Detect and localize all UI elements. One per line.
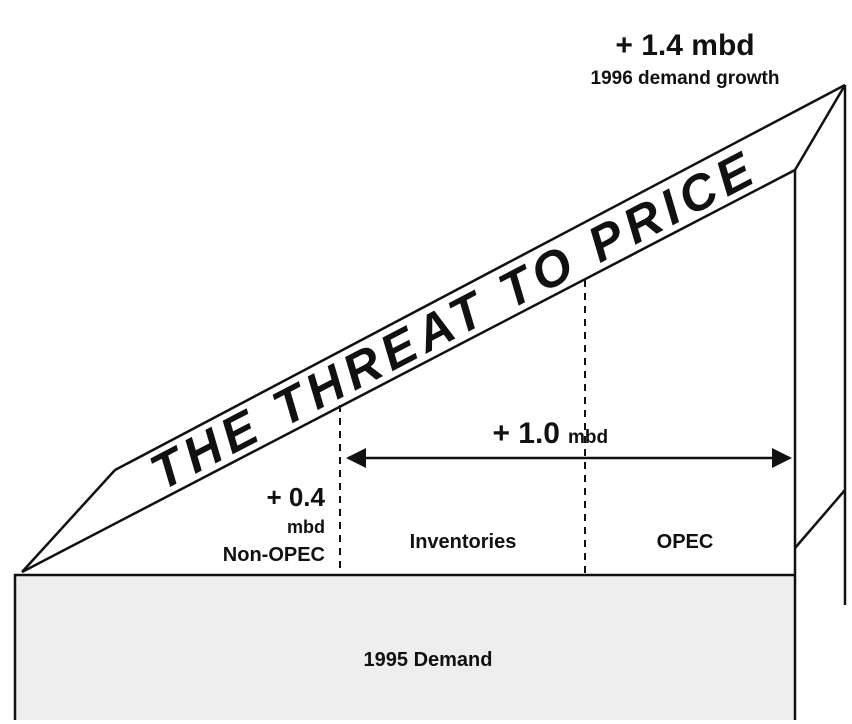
- band-top-cap: [793, 84, 847, 171]
- non-opec-unit: mbd: [287, 517, 325, 537]
- header-value: + 1.4 mbd: [615, 29, 754, 62]
- opec-label: OPEC: [657, 531, 714, 553]
- non-opec-label: Non-OPEC: [223, 544, 325, 566]
- band-label: THE THREAT TO PRICE: [141, 139, 767, 501]
- base-outline: [13, 573, 795, 720]
- side-slant: [794, 489, 846, 549]
- inventories-label: Inventories: [410, 531, 517, 553]
- base-box: [15, 575, 795, 720]
- non-opec-value: + 0.4: [266, 482, 325, 512]
- band-upper: [114, 83, 846, 472]
- arrow-value: + 1.0: [492, 417, 560, 450]
- band-cap: [21, 469, 116, 573]
- arrow-unit: mbd: [568, 427, 608, 448]
- base-label: 1995 Demand: [364, 649, 493, 671]
- header-caption: 1996 demand growth: [591, 68, 780, 89]
- band-lower: [21, 168, 796, 574]
